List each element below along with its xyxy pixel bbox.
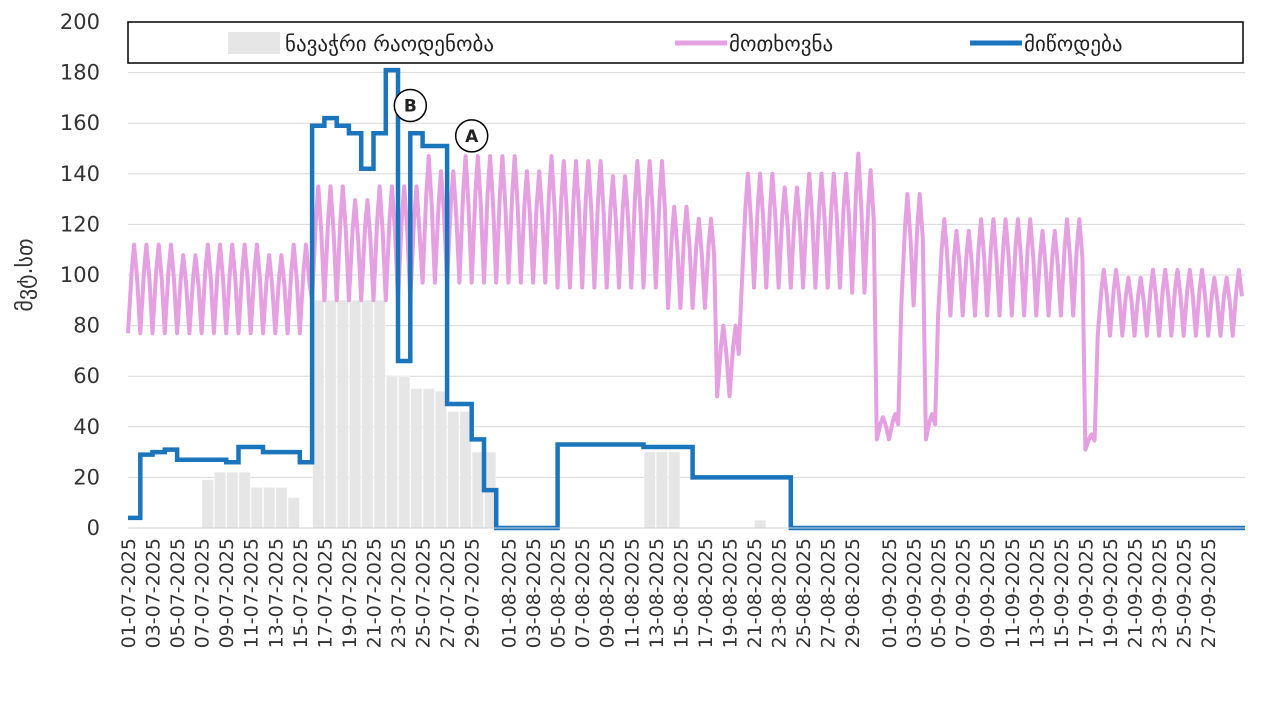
traded-bar bbox=[422, 388, 435, 529]
x-tick-label: 25-07-2025 bbox=[413, 538, 435, 648]
x-tick-label: 07-07-2025 bbox=[192, 538, 214, 648]
x-tick-label: 07-08-2025 bbox=[572, 538, 594, 648]
y-tick-label: 140 bbox=[60, 162, 100, 186]
x-tick-label: 13-09-2025 bbox=[1026, 538, 1048, 648]
traded-bar bbox=[214, 472, 226, 529]
x-tick-label: 09-08-2025 bbox=[597, 538, 619, 648]
x-tick-label: 19-07-2025 bbox=[339, 538, 361, 648]
traded-bar bbox=[337, 300, 349, 529]
x-tick-label: 25-09-2025 bbox=[1174, 538, 1196, 648]
traded-bar bbox=[238, 472, 251, 529]
traded-bar bbox=[263, 487, 275, 529]
annotation-circle bbox=[393, 88, 428, 123]
traded-bar bbox=[410, 388, 423, 529]
legend-swatch-traded bbox=[228, 32, 280, 54]
y-tick-label: 120 bbox=[60, 212, 100, 236]
legend-label-demand: მოთხოვნა bbox=[729, 32, 833, 56]
annotation-label: A bbox=[465, 127, 479, 147]
x-tick-label: 27-07-2025 bbox=[437, 538, 459, 648]
traded-bar bbox=[398, 375, 410, 529]
x-tick-label: 29-07-2025 bbox=[462, 538, 484, 648]
traded-bar bbox=[226, 472, 239, 529]
x-tick-label: 07-09-2025 bbox=[953, 538, 975, 648]
y-tick-label: 160 bbox=[60, 111, 100, 135]
y-axis-title: მვტ.სთ bbox=[13, 238, 38, 311]
traded-bar bbox=[312, 300, 325, 529]
y-tick-label: 100 bbox=[60, 263, 100, 287]
y-tick-label: 80 bbox=[73, 314, 100, 338]
x-tick-label: 03-09-2025 bbox=[904, 538, 926, 648]
y-axis-ticks: 0 20 40 60 80 100 120 140 160 180 200 bbox=[60, 10, 100, 540]
legend: ნავაჭრი რაოდენობა მოთხოვნა მიწოდება bbox=[127, 21, 1244, 64]
y-tick-label: 60 bbox=[73, 364, 100, 388]
supply-series-line bbox=[128, 67, 1245, 531]
y-tick-label: 40 bbox=[73, 415, 100, 439]
annotation-circle bbox=[454, 119, 489, 153]
x-tick-label: 01-09-2025 bbox=[879, 538, 901, 648]
x-axis-ticks: 01-07-2025 03-07-2025 05-07-2025 07-07-2025… bbox=[118, 538, 1220, 648]
x-tick-label: 21-07-2025 bbox=[363, 538, 385, 648]
y-tick-label: 180 bbox=[60, 61, 100, 85]
traded-bar bbox=[201, 479, 214, 529]
x-tick-label: 17-08-2025 bbox=[695, 538, 717, 648]
x-tick-label: 15-09-2025 bbox=[1051, 538, 1073, 648]
x-tick-label: 27-09-2025 bbox=[1198, 538, 1220, 648]
annotations: BA bbox=[393, 88, 489, 153]
x-tick-label: 13-08-2025 bbox=[646, 538, 668, 648]
traded-bar bbox=[435, 391, 447, 529]
x-tick-label: 05-09-2025 bbox=[928, 538, 950, 648]
x-tick-label: 21-09-2025 bbox=[1125, 538, 1147, 648]
x-tick-label: 23-09-2025 bbox=[1149, 538, 1171, 648]
x-tick-label: 11-07-2025 bbox=[241, 538, 263, 648]
x-tick-label: 15-08-2025 bbox=[670, 538, 692, 648]
x-tick-label: 25-08-2025 bbox=[793, 538, 815, 648]
x-tick-label: 05-07-2025 bbox=[167, 538, 189, 648]
traded-bar bbox=[324, 300, 337, 529]
x-tick-label: 21-08-2025 bbox=[744, 538, 766, 648]
traded-bar bbox=[287, 497, 300, 529]
x-tick-label: 09-09-2025 bbox=[977, 538, 999, 648]
x-tick-label: 01-08-2025 bbox=[499, 538, 521, 648]
x-tick-label: 19-09-2025 bbox=[1100, 538, 1122, 648]
x-tick-label: 17-09-2025 bbox=[1075, 538, 1097, 648]
y-tick-label: 0 bbox=[87, 516, 100, 540]
legend-label-supply: მიწოდება bbox=[1024, 32, 1123, 56]
x-tick-label: 13-07-2025 bbox=[265, 538, 287, 648]
x-tick-label: 17-07-2025 bbox=[314, 538, 336, 648]
traded-bar bbox=[668, 451, 681, 529]
traded-bar bbox=[361, 300, 374, 529]
x-tick-label: 11-09-2025 bbox=[1002, 538, 1024, 648]
traded-bar bbox=[754, 520, 766, 529]
traded-bar bbox=[447, 411, 460, 529]
x-tick-label: 29-08-2025 bbox=[842, 538, 864, 648]
x-tick-label: 05-08-2025 bbox=[548, 538, 570, 648]
x-tick-label: 15-07-2025 bbox=[290, 538, 312, 648]
traded-bar bbox=[349, 300, 361, 529]
traded-bar bbox=[251, 487, 263, 529]
traded-bar bbox=[643, 451, 656, 529]
demand-series-line bbox=[126, 151, 1244, 452]
traded-bar bbox=[459, 411, 472, 529]
legend-label-traded: ნავაჭრი რაოდენობა bbox=[285, 32, 494, 56]
x-tick-label: 01-07-2025 bbox=[118, 538, 140, 648]
annotation-label: B bbox=[404, 96, 417, 116]
x-tick-label: 23-07-2025 bbox=[388, 538, 410, 648]
traded-bar bbox=[373, 300, 386, 529]
x-tick-label: 19-08-2025 bbox=[719, 538, 741, 648]
traded-bar bbox=[386, 375, 398, 529]
traded-bar bbox=[275, 487, 288, 529]
x-tick-label: 09-07-2025 bbox=[216, 538, 238, 648]
traded-bar bbox=[656, 451, 668, 529]
x-tick-label: 27-08-2025 bbox=[818, 538, 840, 648]
x-tick-label: 03-08-2025 bbox=[523, 538, 545, 648]
x-tick-label: 23-08-2025 bbox=[769, 538, 791, 648]
x-tick-label: 11-08-2025 bbox=[621, 538, 643, 648]
traded-bar bbox=[472, 451, 484, 529]
y-tick-label: 200 bbox=[60, 10, 100, 34]
y-tick-label: 20 bbox=[73, 465, 100, 489]
x-tick-label: 03-07-2025 bbox=[143, 538, 165, 648]
